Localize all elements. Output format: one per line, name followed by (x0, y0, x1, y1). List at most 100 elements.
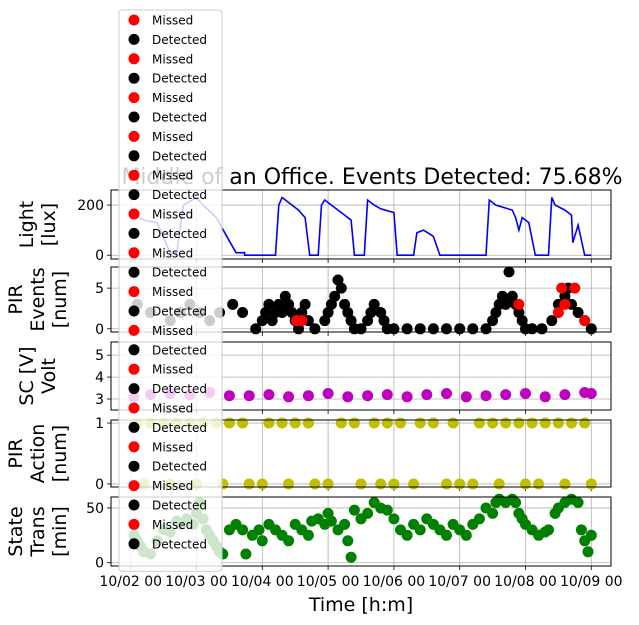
legend-marker (128, 286, 140, 298)
data-point (467, 323, 479, 335)
legend-label: Missed (152, 479, 193, 493)
legend-label: Missed (152, 363, 193, 377)
data-point (556, 282, 568, 294)
data-point (539, 417, 551, 429)
data-point (441, 388, 452, 399)
x-tick-label: 10/04 00 (231, 574, 294, 590)
y-axis-label: [min] (49, 506, 71, 557)
data-point (572, 497, 584, 508)
data-point (500, 417, 512, 429)
panel-pir-events: 0 5 PIR Events [num] (5, 266, 612, 338)
data-point (543, 524, 554, 536)
data-point (503, 266, 515, 278)
panel-state-trans: 0 50 State Trans [min] 10/02 00 10/03 00 10/04 … (5, 493, 623, 590)
data-point (240, 548, 252, 560)
data-point (510, 497, 522, 508)
y-tick-label: 200 (77, 198, 104, 214)
axes-frame (110, 496, 612, 567)
legend-label: Missed (152, 402, 193, 416)
legend-label: Detected (152, 72, 207, 86)
data-point (355, 478, 367, 490)
data-point (388, 323, 400, 335)
legend-marker (128, 480, 140, 492)
data-point (237, 417, 249, 429)
legend-marker (128, 150, 140, 162)
data-point (500, 389, 512, 401)
y-axis-label: PIR (5, 438, 27, 468)
data-point (335, 282, 347, 294)
legend-marker (128, 53, 140, 65)
x-axis-label: Time [h:m] (308, 594, 413, 616)
legend-label: Detected (152, 382, 207, 396)
data-point (276, 307, 288, 318)
data-point (237, 524, 249, 536)
data-point (559, 478, 571, 490)
data-point (299, 298, 311, 310)
chart-legend: Missed Detected Missed Detected Missed Detect… (118, 9, 223, 572)
data-point (441, 323, 452, 335)
data-point (223, 417, 235, 429)
data-point (526, 417, 538, 429)
data-point (493, 478, 505, 490)
y-axis-label: [num] (49, 425, 71, 482)
legend-label: Detected (152, 460, 207, 474)
data-point (526, 323, 538, 335)
data-point (473, 513, 485, 525)
data-point (579, 417, 591, 429)
axes-frame (110, 189, 612, 260)
legend-marker (128, 33, 140, 45)
legend-label: Detected (152, 266, 207, 280)
data-point (276, 417, 288, 429)
data-point (302, 529, 314, 541)
data-point (302, 390, 314, 402)
data-point (467, 478, 479, 490)
data-point (348, 504, 360, 516)
legend-marker (128, 538, 140, 550)
data-point (237, 307, 249, 318)
data-point (342, 391, 354, 403)
y-axis-label: Light (16, 201, 38, 248)
data-point (381, 504, 393, 516)
data-point (480, 390, 492, 402)
axes-frame (110, 341, 612, 411)
legend-marker (128, 344, 140, 356)
legend-label: Missed (152, 52, 193, 66)
data-point (447, 417, 459, 429)
data-point (520, 478, 531, 490)
x-tick-label: 10/05 00 (297, 574, 360, 590)
data-point (513, 298, 525, 310)
data-point (296, 315, 308, 327)
data-point (585, 388, 597, 399)
data-point (381, 389, 393, 401)
legend-label: Detected (152, 33, 207, 47)
y-axis-label: Events (27, 267, 49, 331)
legend-label: Missed (152, 91, 193, 105)
legend-marker (128, 383, 140, 395)
y-axis-label: Trans (27, 506, 49, 557)
data-point (513, 417, 525, 429)
data-point (579, 315, 591, 327)
legend-label: Detected (152, 188, 207, 202)
data-point (342, 535, 354, 547)
data-point (368, 298, 380, 310)
data-point (243, 390, 255, 402)
panel-sc-volt: 3 4 5 SC [V] Volt (16, 341, 612, 414)
legend-label: Missed (152, 208, 193, 222)
legend-marker (128, 499, 140, 511)
legend-marker (128, 363, 140, 375)
legend-marker (128, 14, 140, 26)
data-point (309, 323, 321, 335)
legend-label: Detected (152, 305, 207, 319)
data-point (546, 315, 558, 327)
data-point (322, 388, 334, 399)
legend-marker (128, 441, 140, 453)
panel-light: 0 200 Light [lux] (16, 189, 612, 264)
y-tick-label: 1 (95, 416, 104, 432)
y-axis-label: State (5, 506, 27, 556)
data-point (539, 391, 551, 403)
data-point (329, 290, 341, 302)
legend-label: Detected (152, 499, 207, 513)
data-point (302, 417, 314, 429)
x-tick-label: 10/02 00 (99, 574, 162, 590)
